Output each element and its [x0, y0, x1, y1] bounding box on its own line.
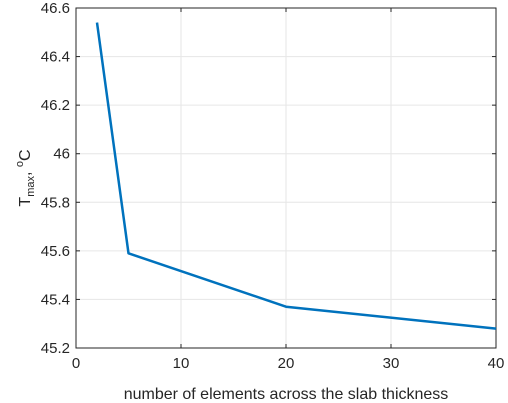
y-axis-label-unit: C: [17, 149, 34, 161]
axis-ticks: 0 10 20 30 40 45.2 45.4 45.6 45.8 46 46.2 46.4 46.6: [41, 0, 505, 372]
x-tick-label: 30: [383, 355, 400, 372]
y-axis-label: Tmax, oC: [14, 149, 37, 206]
y-axis-label-separator: ,: [17, 167, 34, 176]
y-axis-label-subscript: max: [25, 176, 37, 197]
y-axis-label-main: T: [17, 197, 34, 207]
grid-lines: [76, 8, 496, 348]
series-line: [95, 22, 497, 330]
x-tick-label: 0: [72, 355, 80, 372]
y-tick-label: 46: [53, 146, 70, 163]
y-tick-label: 46.4: [41, 49, 70, 66]
data-series: [95, 22, 497, 330]
y-tick-label: 46.2: [41, 97, 70, 114]
y-axis-label-superscript: o: [14, 161, 26, 167]
x-tick-label: 20: [278, 355, 295, 372]
x-tick-label: 40: [488, 355, 505, 372]
y-tick-label: 45.8: [41, 194, 70, 211]
y-tick-label: 46.6: [41, 0, 70, 17]
y-tick-label: 45.2: [41, 340, 70, 357]
y-tick-label: 45.6: [41, 243, 70, 260]
y-tick-label: 45.4: [41, 291, 70, 308]
x-axis-label: number of elements across the slab thick…: [124, 386, 449, 403]
x-tick-label: 10: [173, 355, 190, 372]
